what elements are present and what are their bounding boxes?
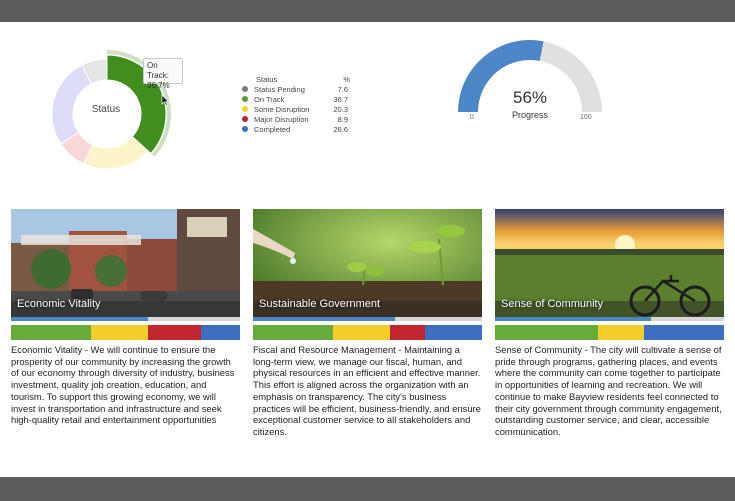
- status-donut-chart[interactable]: [34, 42, 184, 202]
- legend-row[interactable]: Major Disruption 8.9: [242, 114, 350, 124]
- gauge-label: Progress: [511, 110, 548, 120]
- legend-dot-icon: [242, 86, 248, 92]
- status-segment[interactable]: [148, 325, 202, 340]
- card-status-bar: [253, 325, 482, 340]
- summary-row: Status On Track: 36.7% Status % Status P…: [0, 22, 735, 182]
- card-progress-bar: [11, 317, 240, 321]
- card-status-bar: [11, 325, 240, 340]
- status-segment[interactable]: [333, 325, 391, 340]
- status-segment[interactable]: [91, 325, 149, 340]
- tooltip-value: 36.7%: [147, 81, 170, 90]
- card-sense-of-community[interactable]: Sense of Community Sense of Community - …: [495, 209, 724, 438]
- status-legend: Status % Status Pending 7.6 On Track 36.7 So…: [242, 74, 350, 134]
- donut-slice-highlight: [106, 50, 171, 157]
- legend-label: Completed: [254, 124, 291, 134]
- legend-dot-icon: [242, 96, 248, 102]
- card-progress-bar: [495, 317, 724, 321]
- card-status-bar: [495, 325, 724, 340]
- legend-dot-icon: [242, 116, 248, 122]
- card-caption: Sustainable Government: [259, 298, 381, 310]
- status-segment[interactable]: [253, 325, 334, 340]
- status-segment[interactable]: [598, 325, 644, 340]
- legend-value: 26.6: [333, 124, 348, 134]
- legend-row[interactable]: Completed 26.6: [242, 124, 350, 134]
- status-segment[interactable]: [11, 325, 92, 340]
- card-description: Economic Vitality - We will continue to …: [11, 344, 235, 426]
- legend-label: Status Pending: [254, 84, 305, 94]
- legend-label: Major Disruption: [254, 114, 309, 124]
- gauge-max-label: 100: [580, 114, 592, 121]
- legend-value: 36.7: [333, 94, 348, 104]
- card-progress-fill: [253, 317, 395, 321]
- status-segment[interactable]: [201, 325, 240, 340]
- legend-dot-icon: [242, 106, 248, 112]
- tooltip-label: On Track:: [147, 61, 169, 80]
- legend-label: Some Disruption: [254, 104, 310, 114]
- card-image[interactable]: Sustainable Government: [253, 209, 482, 317]
- card-caption: Economic Vitality: [17, 298, 101, 310]
- donut-slice-completed[interactable]: [51, 64, 93, 145]
- downtown-street-photo: [11, 209, 240, 317]
- card-image[interactable]: Economic Vitality: [11, 209, 240, 317]
- legend-header-pct: %: [343, 74, 350, 84]
- legend-row[interactable]: Status Pending 7.6: [242, 84, 350, 94]
- donut-tooltip: On Track: 36.7%: [143, 58, 183, 90]
- card-sustainable-government[interactable]: Sustainable Government Fiscal and Resour…: [253, 209, 482, 438]
- gauge-fill: [458, 39, 544, 112]
- legend-label: On Track: [254, 94, 285, 104]
- card-progress-fill: [495, 317, 651, 321]
- card-progress-fill: [11, 317, 149, 321]
- status-segment[interactable]: [424, 325, 482, 340]
- card-image[interactable]: Sense of Community: [495, 209, 724, 317]
- card-description: Fiscal and Resource Management - Maintai…: [253, 344, 481, 437]
- card-progress-bar: [253, 317, 482, 321]
- donut-center-label: Status: [91, 104, 121, 115]
- legend-header: Status %: [242, 74, 350, 84]
- sunset-field-photo: [495, 209, 724, 317]
- mouse-cursor-icon: [161, 94, 169, 106]
- card-description: Sense of Community - The city will culti…: [495, 344, 722, 437]
- legend-row[interactable]: Some Disruption 20.3: [242, 104, 350, 114]
- seedling-photo: [253, 209, 482, 317]
- legend-row[interactable]: On Track 36.7: [242, 94, 350, 104]
- status-segment[interactable]: [495, 325, 599, 340]
- legend-dot-icon: [242, 126, 248, 132]
- gauge-min-label: 0: [470, 114, 474, 121]
- legend-value: 20.3: [333, 104, 348, 114]
- donut-slice-some-disruption[interactable]: [83, 136, 149, 170]
- status-segment[interactable]: [643, 325, 724, 340]
- legend-value: 7.6: [337, 84, 348, 94]
- legend-value: 8.9: [337, 114, 348, 124]
- dashboard-page: Status On Track: 36.7% Status % Status P…: [0, 22, 735, 477]
- progress-gauge: [458, 39, 602, 112]
- status-segment[interactable]: [390, 325, 425, 340]
- gauge-value: 56%: [512, 88, 548, 107]
- legend-header-status: Status: [256, 74, 278, 84]
- card-economic-vitality[interactable]: Economic Vitality Economic Vitality - We…: [11, 209, 240, 426]
- card-caption: Sense of Community: [501, 298, 604, 310]
